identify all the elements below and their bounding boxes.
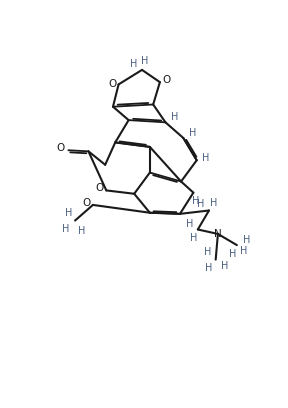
Text: H: H [204, 263, 212, 273]
Text: H: H [221, 261, 228, 271]
Text: O: O [56, 143, 65, 153]
Text: H: H [62, 224, 70, 234]
Text: H: H [197, 199, 204, 209]
Text: H: H [78, 226, 86, 235]
Text: H: H [192, 196, 199, 206]
Text: O: O [162, 75, 170, 85]
Text: H: H [202, 153, 210, 163]
Text: H: H [65, 208, 72, 218]
Text: H: H [204, 248, 212, 257]
Text: H: H [190, 233, 197, 243]
Text: H: H [186, 220, 193, 229]
Text: O: O [108, 80, 116, 89]
Text: O: O [83, 198, 91, 208]
Text: H: H [210, 198, 217, 208]
Text: H: H [171, 113, 179, 122]
Text: H: H [189, 129, 196, 138]
Text: H: H [240, 246, 248, 256]
Text: H: H [141, 55, 148, 66]
Text: H: H [130, 59, 137, 69]
Text: O: O [96, 183, 104, 193]
Text: N: N [214, 229, 222, 239]
Text: H: H [229, 249, 236, 259]
Text: H: H [242, 235, 250, 245]
